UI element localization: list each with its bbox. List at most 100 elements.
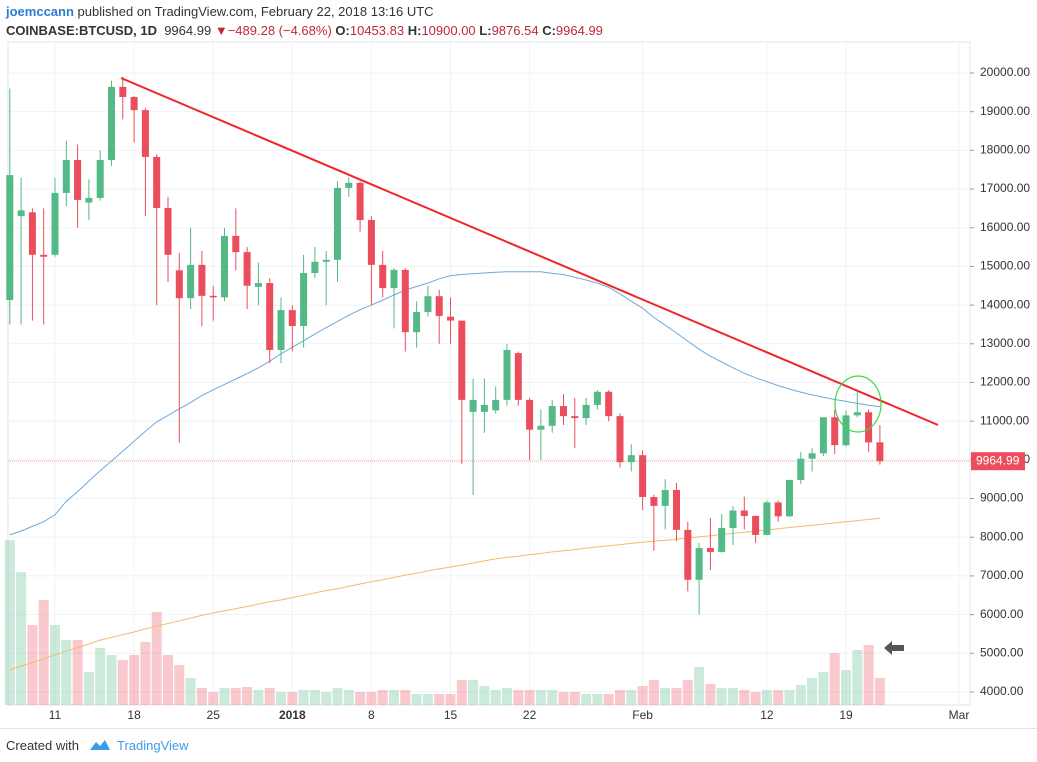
user[interactable]: joemccann — [6, 4, 74, 19]
volume-bar — [298, 690, 309, 705]
volume-bar — [468, 680, 479, 705]
volume-bar — [117, 660, 128, 705]
volume-bar — [615, 690, 625, 705]
volume-bar — [309, 690, 320, 705]
y-tick-label: 15000.00 — [980, 259, 1030, 273]
brand[interactable]: TradingView — [117, 738, 189, 753]
volume-bar — [196, 688, 207, 705]
volume-bar — [784, 690, 795, 705]
volume-bar — [660, 688, 671, 705]
volume-bar — [626, 690, 637, 705]
published: published on TradingView.com, February 2… — [77, 4, 434, 19]
volume-bar — [38, 600, 49, 705]
candle-body — [729, 510, 737, 528]
change: −489.28 (−4.68%) — [227, 23, 332, 38]
x-tick-label: 8 — [368, 708, 375, 722]
candle-body — [526, 399, 534, 430]
candle-body — [842, 415, 850, 446]
candle-body — [232, 235, 240, 253]
candle-body — [164, 208, 172, 255]
volume-bar — [739, 690, 750, 705]
candle-body — [74, 160, 82, 200]
volume-bar — [513, 690, 524, 705]
candle-body — [288, 310, 296, 326]
y-tick-label: 7000.00 — [980, 568, 1024, 582]
candle-body — [865, 412, 873, 443]
candle-body — [175, 270, 183, 299]
last-price-box — [971, 452, 1025, 471]
candle-body — [334, 187, 341, 260]
x-tick-label: Feb — [632, 708, 653, 722]
volume-bar — [276, 692, 286, 705]
volume-bar — [874, 678, 885, 705]
volume-bar — [242, 687, 253, 705]
candle-body — [6, 175, 14, 301]
candle-body — [424, 296, 432, 313]
volume-bar — [411, 694, 422, 705]
moving-average — [9, 517, 880, 671]
candle-body — [85, 197, 93, 203]
candle-body — [616, 416, 624, 463]
volume-bar — [648, 680, 659, 705]
candle-body — [266, 283, 274, 350]
ohlc-label: L: — [479, 23, 492, 38]
candle-body — [876, 442, 884, 462]
candle-body — [243, 252, 251, 286]
candle-body — [786, 479, 793, 517]
volume-bar — [321, 692, 332, 705]
trend-line — [120, 77, 939, 426]
volume-bar — [445, 694, 456, 705]
volume-bar — [637, 686, 648, 705]
x-tick-label: 15 — [444, 708, 458, 722]
volume-bar — [377, 690, 388, 705]
volume-bar — [524, 690, 535, 705]
volume-bar — [83, 672, 94, 705]
candle-body — [413, 312, 421, 333]
candle-body — [673, 490, 680, 530]
candle-body — [605, 391, 613, 417]
volume-bar — [795, 685, 806, 705]
candle-body — [40, 254, 48, 257]
header: joemccann published on TradingView.com, … — [6, 2, 603, 40]
candle-body — [639, 455, 647, 497]
volume-bar — [61, 640, 72, 705]
arrow-icon — [884, 641, 904, 655]
candle-body — [119, 86, 127, 97]
volume-bar — [95, 648, 106, 705]
volume-bar — [366, 692, 377, 705]
candle-body — [390, 269, 398, 289]
quote-line: COINBASE:BTCUSD, 1D 9964.99 ▼−489.28 (−4… — [6, 21, 603, 40]
volume-bar — [4, 540, 15, 705]
candle-body — [503, 349, 511, 400]
volume-bar — [163, 655, 173, 705]
candle-body — [582, 404, 590, 419]
ohlc-label: C: — [542, 23, 556, 38]
volume-bar — [490, 690, 501, 705]
candle-body — [740, 510, 748, 516]
candle-body — [458, 320, 466, 400]
ohlc-value: 9964.99 — [555, 23, 603, 38]
ohlc-label: O: — [335, 23, 350, 38]
volume-bar — [287, 692, 298, 705]
candle-body — [198, 264, 206, 296]
volume-bar — [841, 670, 851, 705]
candle-body — [447, 316, 454, 321]
volume-bar — [581, 694, 592, 705]
y-tick-label: 13000.00 — [980, 336, 1030, 350]
candle-body — [367, 219, 375, 265]
x-tick-label: Mar — [949, 708, 970, 722]
arrow: ▼ — [214, 23, 228, 38]
plot-frame — [7, 41, 971, 706]
volume-bar — [264, 688, 275, 705]
volume-bar — [140, 642, 151, 705]
candle-body — [153, 156, 161, 209]
candle-body — [774, 502, 782, 517]
candle-body — [300, 272, 308, 326]
candle-body — [684, 529, 692, 580]
candle-body — [62, 160, 70, 193]
candle-body — [537, 425, 545, 430]
volume-bar — [479, 686, 490, 705]
volume-bar — [174, 665, 185, 705]
ohlc-label: H: — [407, 23, 422, 38]
volume-bar — [502, 688, 512, 705]
